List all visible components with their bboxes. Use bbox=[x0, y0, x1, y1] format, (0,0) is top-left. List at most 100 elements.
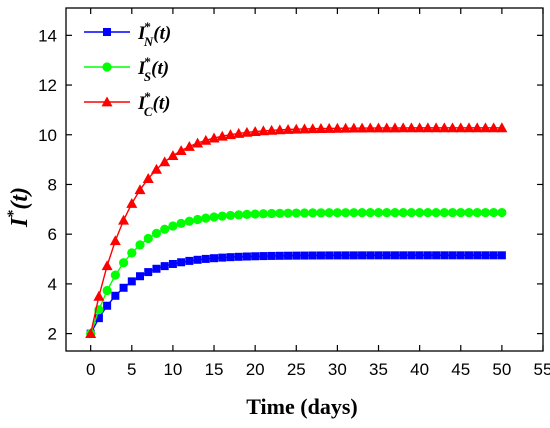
data-point bbox=[218, 253, 227, 262]
data-point bbox=[225, 210, 236, 221]
data-point bbox=[471, 122, 483, 133]
y-axis-title-base: I bbox=[7, 216, 33, 228]
data-point bbox=[160, 262, 169, 271]
data-point bbox=[103, 301, 112, 310]
data-point bbox=[216, 130, 228, 141]
data-point bbox=[358, 251, 367, 260]
data-point bbox=[406, 207, 417, 218]
data-point bbox=[405, 122, 417, 133]
data-point bbox=[323, 122, 335, 133]
data-point bbox=[217, 211, 227, 221]
series-line bbox=[89, 127, 502, 334]
data-point bbox=[447, 207, 458, 218]
data-point bbox=[274, 124, 286, 135]
legend-item-S: I* S(t) bbox=[84, 54, 169, 84]
legend-label: I* N(t) bbox=[137, 19, 171, 49]
data-point bbox=[325, 251, 334, 260]
data-point bbox=[431, 207, 441, 218]
data-point bbox=[398, 207, 408, 218]
data-point bbox=[101, 260, 113, 271]
x-tick-label: 35 bbox=[369, 360, 388, 379]
data-point bbox=[397, 122, 409, 133]
data-point bbox=[489, 251, 498, 260]
data-point bbox=[422, 122, 434, 133]
data-point bbox=[308, 208, 318, 218]
data-point bbox=[183, 140, 195, 151]
data-point bbox=[390, 207, 400, 218]
data-point bbox=[251, 252, 260, 261]
data-point bbox=[102, 285, 112, 296]
data-point bbox=[209, 212, 219, 222]
legend-label-sup: * bbox=[144, 54, 151, 69]
data-point bbox=[118, 214, 130, 225]
data-point bbox=[136, 272, 145, 281]
data-point bbox=[340, 122, 352, 133]
data-point bbox=[291, 208, 301, 218]
data-point bbox=[168, 221, 178, 231]
data-point bbox=[257, 125, 269, 136]
data-point bbox=[455, 122, 467, 133]
data-point bbox=[184, 216, 194, 226]
data-point bbox=[349, 208, 359, 218]
data-point bbox=[381, 122, 393, 133]
data-point bbox=[300, 251, 309, 260]
data-point bbox=[250, 209, 260, 219]
data-point bbox=[168, 259, 177, 268]
x-tick-label: 25 bbox=[287, 360, 306, 379]
legend-label-paren: (t) bbox=[153, 93, 171, 114]
data-point bbox=[282, 123, 294, 134]
y-axis: 2 4 6 8 10 12 14 bbox=[38, 26, 543, 344]
data-point bbox=[430, 122, 442, 133]
data-point bbox=[201, 254, 210, 263]
data-point bbox=[414, 122, 426, 133]
data-point bbox=[167, 150, 179, 161]
data-point bbox=[192, 137, 204, 148]
data-point bbox=[481, 251, 490, 260]
y-tick-label: 10 bbox=[38, 126, 57, 145]
data-point bbox=[456, 207, 466, 218]
series-line bbox=[90, 211, 502, 334]
x-tick-label: 0 bbox=[86, 360, 95, 379]
legend-label-paren: (t) bbox=[151, 58, 169, 79]
data-point bbox=[390, 251, 399, 260]
data-point bbox=[382, 208, 392, 218]
data-point bbox=[356, 122, 368, 133]
data-point bbox=[144, 268, 153, 277]
data-point bbox=[331, 122, 343, 133]
data-point bbox=[341, 251, 350, 260]
data-point bbox=[473, 251, 482, 260]
data-point bbox=[241, 126, 253, 137]
y-axis-title-paren: (t) bbox=[7, 187, 33, 210]
data-point bbox=[292, 251, 301, 260]
data-point bbox=[284, 251, 293, 260]
data-point bbox=[201, 213, 211, 223]
data-point bbox=[193, 255, 202, 264]
data-point bbox=[126, 198, 138, 208]
data-point bbox=[111, 291, 120, 300]
series-C bbox=[85, 122, 508, 339]
data-point bbox=[242, 252, 251, 261]
series-line bbox=[90, 254, 502, 334]
legend-item-C: I* C(t) bbox=[84, 89, 171, 119]
data-point bbox=[152, 264, 161, 273]
data-point bbox=[177, 258, 186, 267]
data-point bbox=[348, 122, 360, 133]
legend-label-paren: (t) bbox=[153, 23, 171, 44]
data-point bbox=[364, 122, 376, 133]
y-tick-label: 8 bbox=[48, 175, 57, 194]
data-point bbox=[109, 235, 121, 246]
data-point bbox=[258, 209, 268, 219]
data-point bbox=[299, 123, 310, 134]
data-point bbox=[159, 156, 171, 167]
data-point bbox=[127, 248, 137, 258]
x-tick-label: 45 bbox=[451, 360, 470, 379]
data-point bbox=[389, 122, 401, 133]
data-point bbox=[127, 277, 136, 286]
data-point bbox=[373, 208, 384, 218]
x-tick-label: 20 bbox=[246, 360, 265, 379]
data-point bbox=[423, 251, 432, 260]
data-point bbox=[415, 251, 424, 260]
data-point bbox=[341, 208, 351, 218]
